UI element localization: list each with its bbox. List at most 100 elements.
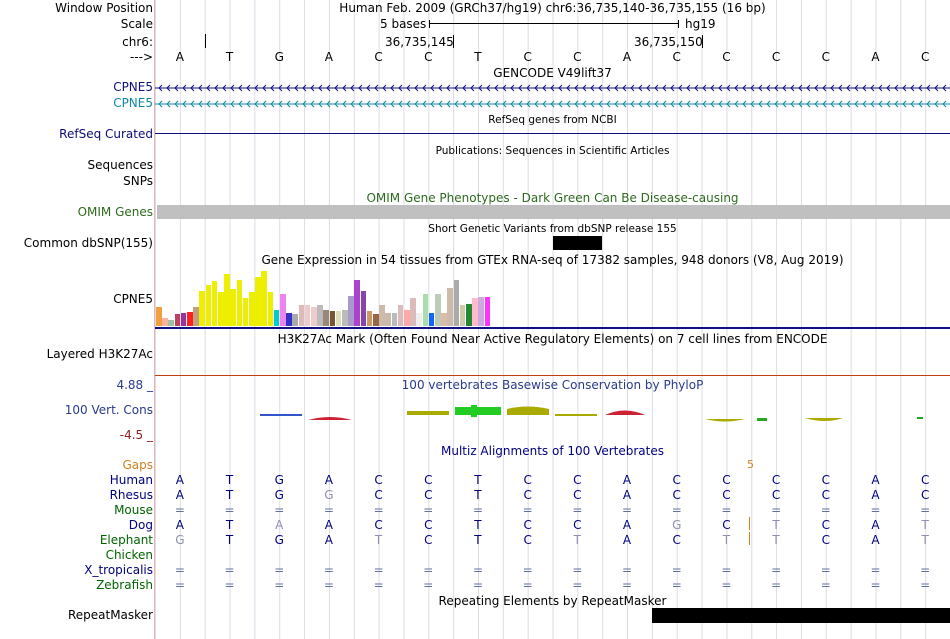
omim-label[interactable]: OMIM Genes	[77, 205, 153, 219]
gtex-tissue-bar[interactable]	[348, 296, 354, 326]
gtex-tissue-bar[interactable]	[242, 298, 249, 326]
gtex-tissue-bar[interactable]	[484, 297, 491, 326]
gtex-tissue-bar[interactable]	[292, 314, 298, 326]
species-label[interactable]: Zebrafish	[96, 578, 153, 592]
gtex-tissue-bar[interactable]	[224, 274, 230, 326]
strand-chevron	[166, 84, 171, 92]
species-label[interactable]: X_tropicalis	[84, 563, 153, 577]
alignment-base: C	[722, 518, 731, 532]
gtex-tissue-bar[interactable]	[187, 312, 193, 326]
gtex-tissue-bar[interactable]	[156, 307, 162, 326]
gtex-tissue-bar[interactable]	[373, 314, 379, 326]
gtex-tissue-bar[interactable]	[174, 314, 181, 326]
strand-chevron	[254, 100, 259, 108]
gtex-tissue-bar[interactable]	[323, 310, 329, 326]
refseq-title: RefSeq genes from NCBI	[488, 114, 617, 126]
gtex-tissue-bar[interactable]	[168, 320, 174, 326]
gtex-tissue-bar[interactable]	[267, 292, 274, 326]
gtex-tissue-bar[interactable]	[280, 294, 286, 326]
alignment-base: C	[374, 488, 383, 502]
cons-logo[interactable]	[155, 400, 950, 430]
gtex-tissue-bar[interactable]	[354, 280, 360, 326]
gtex-tissue-bar[interactable]	[261, 271, 267, 326]
sequences-label[interactable]: Sequences	[87, 158, 153, 172]
gtex-tissue-bar[interactable]	[397, 305, 404, 326]
strand-chevron	[318, 100, 323, 108]
gtex-tissue-bar[interactable]	[385, 313, 391, 326]
refseq-gene-line[interactable]	[155, 133, 950, 134]
gtex-tissue-bar[interactable]	[459, 305, 466, 326]
dbsnp-label[interactable]: Common dbSNP(155)	[23, 236, 153, 250]
gtex-tissue-bar[interactable]	[391, 313, 398, 326]
cons-label[interactable]: 100 Vert. Cons	[64, 403, 153, 417]
gtex-tissue-bar[interactable]	[410, 298, 416, 326]
gtex-tissue-bar[interactable]	[366, 311, 373, 326]
strand-chevron	[518, 84, 523, 92]
gtex-tissue-bar[interactable]	[335, 311, 342, 326]
gtex-tissue-bar[interactable]	[255, 277, 261, 326]
gtex-label[interactable]: CPNE5	[113, 292, 153, 306]
strand-chevron	[374, 84, 379, 92]
gtex-tissue-bar[interactable]	[162, 318, 168, 326]
h3k27-label[interactable]: Layered H3K27Ac	[46, 347, 153, 361]
species-label[interactable]: Dog	[128, 518, 153, 532]
gencode-label-1[interactable]: CPNE5	[113, 80, 153, 94]
species-label[interactable]: Mouse	[114, 503, 153, 517]
gtex-tissue-bar[interactable]	[342, 310, 348, 326]
strand-chevron	[182, 100, 187, 108]
gtex-tissue-bar[interactable]	[304, 305, 311, 326]
gtex-tissue-bar[interactable]	[472, 298, 478, 326]
gencode-transcript-1[interactable]	[155, 81, 950, 95]
gtex-tissue-bar[interactable]	[311, 307, 317, 326]
gtex-tissue-bar[interactable]	[317, 305, 323, 326]
gtex-tissue-bar[interactable]	[404, 310, 410, 326]
gtex-tissue-bar[interactable]	[211, 281, 218, 326]
gtex-tissue-bar[interactable]	[199, 291, 205, 326]
repeat-label[interactable]: RepeatMasker	[67, 608, 153, 622]
gtex-tissue-bar[interactable]	[193, 307, 199, 326]
gtex-tissue-bar[interactable]	[218, 292, 224, 326]
gtex-tissue-bar[interactable]	[236, 280, 243, 326]
gtex-tissue-bar[interactable]	[205, 285, 212, 326]
gtex-tissue-bar[interactable]	[416, 313, 422, 326]
gtex-tissue-bar[interactable]	[447, 288, 453, 326]
strand-chevron	[390, 84, 395, 92]
base-letter: T	[225, 50, 234, 64]
gtex-tissue-bar[interactable]	[441, 313, 447, 326]
gtex-tissue-bar[interactable]	[298, 305, 305, 326]
gtex-tissue-bar[interactable]	[273, 310, 280, 326]
refseq-label[interactable]: RefSeq Curated	[59, 127, 153, 141]
gtex-tissue-bar[interactable]	[360, 291, 367, 326]
gaps-label[interactable]: Gaps	[122, 458, 153, 472]
gencode-label-2[interactable]: CPNE5	[113, 96, 153, 110]
species-label[interactable]: Chicken	[105, 548, 153, 562]
gtex-tissue-bar[interactable]	[379, 305, 385, 326]
gtex-tissue-bar[interactable]	[453, 280, 460, 326]
repeat-element[interactable]	[652, 608, 950, 623]
alignment-base: =	[373, 563, 384, 577]
gtex-tissue-bar[interactable]	[230, 289, 236, 326]
gtex-tissue-bar[interactable]	[329, 311, 336, 326]
gtex-tissue-bar[interactable]	[422, 294, 429, 326]
species-label[interactable]: Rhesus	[109, 488, 153, 502]
snps-label[interactable]: SNPs	[123, 174, 153, 188]
alignment-base: =	[572, 503, 583, 517]
alignment-base: A	[175, 518, 184, 532]
gtex-tissue-bar[interactable]	[180, 313, 187, 326]
gtex-tissue-bar[interactable]	[286, 313, 292, 326]
alignment-base: T	[474, 533, 482, 547]
gencode-transcript-2[interactable]	[155, 97, 950, 111]
gtex-tissue-bar[interactable]	[478, 297, 484, 326]
gtex-tissue-bar[interactable]	[249, 292, 255, 326]
omim-feature-bar[interactable]	[157, 205, 950, 219]
gtex-chart[interactable]	[155, 268, 950, 328]
gtex-tissue-bar[interactable]	[428, 313, 435, 326]
gap-mark-elephant	[749, 532, 750, 545]
gtex-tissue-bar[interactable]	[435, 294, 441, 326]
alignment-base: G	[672, 518, 682, 532]
species-label[interactable]: Human	[109, 473, 153, 487]
species-label[interactable]: Elephant	[99, 533, 153, 547]
gtex-tissue-bar[interactable]	[466, 304, 472, 326]
dbsnp-variant[interactable]	[553, 236, 602, 250]
